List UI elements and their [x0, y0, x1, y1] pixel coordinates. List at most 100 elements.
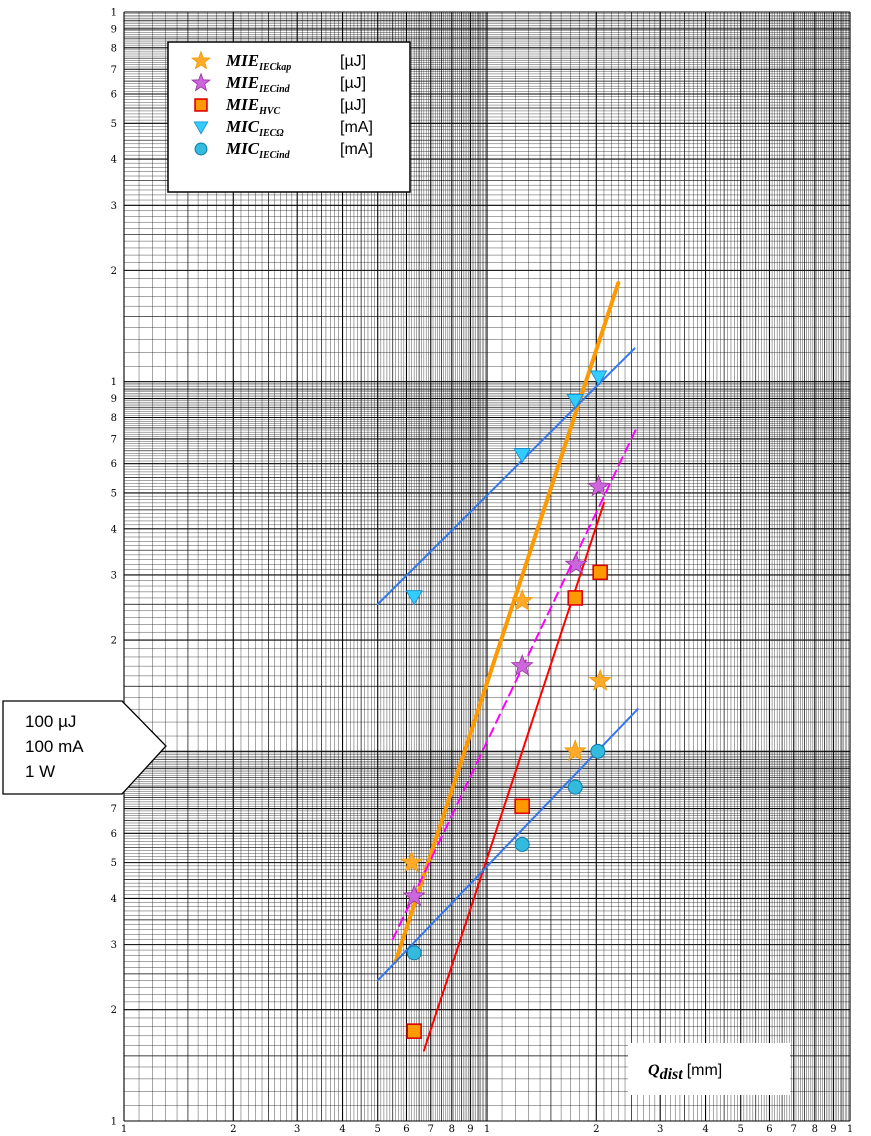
legend-label-main: MIE: [225, 73, 259, 92]
x-tick-label: 4: [339, 1124, 345, 1135]
x-tick-label: 9: [830, 1124, 836, 1135]
legend-box: [167, 41, 411, 193]
legend-marker-circle: [194, 142, 208, 156]
legend-marker-square: [194, 98, 208, 112]
log-grid: [123, 11, 851, 1122]
legend-marker-star: [191, 50, 211, 70]
x-axis-label-box: [628, 1043, 790, 1095]
data-point-circle: [567, 779, 583, 795]
fit-line-mie-iecind: [391, 424, 639, 941]
legend: MIEIECkap [µJ]MIEIECind [µJ]MIEHVC [µJ]MICI…: [167, 41, 411, 193]
reference-callout: 100 µJ 100 mA 1 W: [2, 700, 167, 795]
y-tick-label: 9: [111, 394, 117, 405]
y-tick-label: 6: [111, 459, 117, 470]
y-tick-label: 8: [111, 43, 117, 54]
data-point-circle: [514, 836, 530, 852]
legend-label-main: MIE: [225, 95, 259, 114]
y-tick-label: 7: [111, 65, 117, 76]
x-tick-label: 3: [657, 1124, 663, 1135]
legend-unit: [µJ]: [340, 53, 366, 70]
axis-ticks: 1234567891234567891123456789123456789123…: [111, 8, 854, 1136]
y-tick-label: 3: [111, 201, 117, 212]
y-tick-label: 2: [111, 1005, 117, 1016]
legend-label-main: MIC: [225, 139, 260, 158]
x-tick-label: 9: [467, 1124, 473, 1135]
data-point-star: [400, 850, 424, 873]
x-axis-label-main: Q: [648, 1062, 660, 1079]
legend-label: MIEIECind: [225, 73, 291, 95]
data-point-square: [592, 564, 608, 581]
x-tick-label: 5: [375, 1124, 381, 1135]
legend-unit: [mA]: [340, 119, 373, 136]
legend-label: MICIECΩ: [225, 117, 284, 139]
y-tick-label: 4: [111, 524, 117, 535]
y-tick-label: 7: [111, 434, 117, 445]
y-tick-label: 6: [111, 829, 117, 840]
data-point-star: [402, 884, 426, 907]
x-tick-label: 6: [766, 1124, 772, 1135]
legend-unit: [µJ]: [340, 97, 366, 114]
legend-label-sub: IECΩ: [258, 128, 284, 139]
y-tick-label: 1: [111, 8, 117, 19]
x-tick-label: 7: [791, 1124, 797, 1135]
x-axis-label-unit: [mm]: [687, 1062, 723, 1079]
x-axis-label-sub: dist: [660, 1066, 684, 1083]
legend-label: MICIECind: [225, 139, 291, 161]
legend-items: MIEIECkap [µJ]MIEIECind [µJ]MIEHVC [µJ]MICI…: [191, 50, 373, 161]
legend-label-sub: HVC: [258, 106, 280, 117]
data-point-square: [514, 798, 530, 815]
legend-label-main: MIE: [225, 51, 259, 70]
legend-label-main: MIC: [225, 117, 260, 136]
data-point-star: [510, 588, 534, 611]
data-point-circle: [590, 743, 606, 759]
legend-unit: [mA]: [340, 141, 373, 158]
x-tick-label: 6: [403, 1124, 409, 1135]
x-tick-label: 2: [593, 1124, 599, 1135]
data-point-star: [564, 552, 588, 575]
y-tick-label: 7: [111, 804, 117, 815]
x-tick-label: 7: [428, 1124, 434, 1135]
y-tick-label: 9: [111, 24, 117, 35]
reference-pentagon: [2, 700, 167, 795]
data-point-triangle: [566, 393, 584, 410]
data-point-star: [587, 474, 611, 497]
legend-label-sub: IECind: [258, 84, 291, 95]
y-tick-label: 3: [111, 940, 117, 951]
y-tick-label: 4: [111, 894, 117, 905]
data-point-triangle: [513, 448, 531, 464]
data-point-triangle: [589, 370, 608, 386]
y-tick-label: 1: [111, 377, 117, 388]
y-tick-label: 5: [111, 858, 117, 869]
fit-line-mic-iecω: [376, 347, 636, 606]
x-tick-label: 3: [294, 1124, 300, 1135]
x-tick-label: 1: [847, 1124, 853, 1135]
legend-unit: [µJ]: [340, 75, 366, 92]
y-tick-label: 6: [111, 90, 117, 101]
x-tick-label: 1: [484, 1124, 490, 1135]
y-tick-label: 8: [111, 413, 117, 424]
x-tick-label: 1: [121, 1124, 127, 1135]
legend-marker-star: [191, 72, 211, 92]
data-point-star: [510, 653, 534, 676]
x-tick-label: 8: [449, 1124, 455, 1135]
x-tick-label: 8: [812, 1124, 818, 1135]
legend-label-sub: IECkap: [258, 62, 291, 73]
legend-marker-triangle: [193, 121, 209, 135]
y-tick-label: 4: [111, 155, 117, 166]
reference-label-power: 1 W: [25, 762, 55, 781]
data-point-star: [588, 668, 612, 691]
data-point-circle: [406, 945, 422, 961]
x-tick-label: 4: [702, 1124, 708, 1135]
legend-label: MIEHVC: [225, 95, 281, 117]
data-point-triangle: [405, 590, 423, 606]
reference-label-current: 100 mA: [25, 737, 84, 756]
y-tick-label: 2: [111, 266, 117, 277]
y-tick-label: 2: [111, 636, 117, 647]
data-points: [400, 370, 612, 1039]
y-tick-label: 5: [111, 119, 117, 130]
data-point-star: [563, 739, 587, 762]
data-point-square: [567, 590, 584, 606]
x-tick-label: 5: [738, 1124, 744, 1135]
y-tick-label: 5: [111, 488, 117, 499]
